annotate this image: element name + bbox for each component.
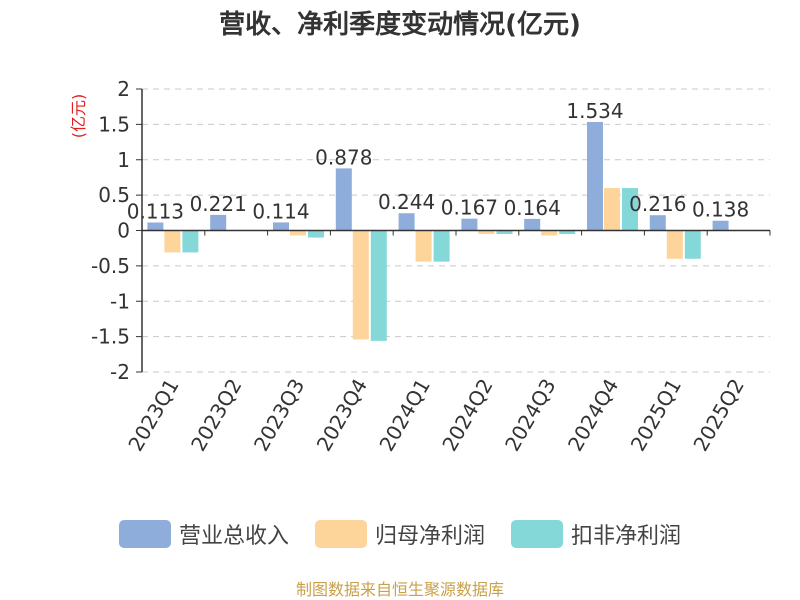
bar-1: [398, 213, 415, 231]
y-tick-label: 2: [117, 77, 130, 101]
x-tick-label: 2024Q1: [374, 375, 434, 456]
bar-2: [666, 230, 683, 259]
legend-item[interactable]: 归母净利润: [314, 518, 485, 550]
legend-label: 营业总收入: [178, 524, 289, 549]
bar-3: [370, 230, 387, 341]
bar-1: [147, 222, 164, 231]
x-tick-label: 2025Q1: [626, 375, 686, 456]
bar-2: [352, 230, 369, 340]
x-tick-label: 2023Q2: [186, 375, 246, 456]
y-tick-label: -1: [110, 289, 130, 313]
bar-2: [415, 230, 432, 262]
bar-1: [210, 214, 227, 231]
bar-3: [684, 230, 701, 259]
bar-2: [604, 188, 620, 231]
bar-chart: 2 1.5 1 0.5 0 -0.5 -1 -1.5 -2 (亿元) 0.113 0.221 0.114…: [69, 77, 771, 456]
legend-swatch: [118, 520, 171, 548]
data-label: 0.164: [504, 196, 561, 220]
x-tick-label: 2024Q4: [563, 375, 623, 456]
bar-1: [273, 222, 289, 231]
data-label: 1.534: [566, 99, 623, 123]
legend: 营业总收入 归母净利润 扣非净利润: [0, 518, 800, 550]
bar-2: [164, 230, 181, 253]
data-label: 0.244: [378, 190, 435, 214]
bar-3: [182, 230, 199, 253]
y-tick-label: -1.5: [91, 325, 130, 349]
source-note: 制图数据来自恒生聚源数据库: [295, 580, 504, 599]
bar-1: [524, 218, 541, 231]
bar-3: [622, 188, 638, 231]
bar-2: [290, 230, 306, 236]
x-tick-label: 2023Q1: [123, 375, 183, 456]
y-tick-label: 1: [117, 148, 130, 172]
bar-1: [461, 218, 478, 231]
x-tick-label: 2024Q3: [500, 375, 560, 456]
legend-label: 归母净利润: [374, 524, 485, 549]
legend-swatch: [314, 520, 367, 548]
data-label: 0.878: [315, 145, 372, 169]
data-label: 0.138: [692, 198, 749, 222]
chart-title: 营收、净利季度变动情况(亿元): [219, 10, 581, 40]
legend-label: 扣非净利润: [571, 524, 682, 549]
y-axis-unit-label: (亿元): [69, 94, 88, 139]
x-tick-label: 2025Q2: [688, 375, 748, 456]
bar-2: [478, 230, 495, 235]
y-tick-label: -2: [110, 360, 130, 384]
y-tick-label: 1.5: [98, 112, 130, 136]
y-tick-label: 0.5: [98, 183, 130, 207]
y-tick-label: -0.5: [91, 254, 130, 278]
bar-1: [335, 168, 352, 231]
bar-3: [308, 230, 324, 238]
y-tick-label: 0: [117, 219, 130, 243]
bar-3: [559, 230, 576, 235]
bar-3: [496, 230, 513, 235]
data-label: 0.216: [629, 192, 686, 216]
bar-3: [433, 230, 450, 262]
bar-1: [712, 220, 729, 231]
data-label: 0.113: [127, 200, 184, 224]
bar-1: [649, 215, 666, 231]
data-label: 0.167: [441, 196, 498, 220]
bar-2: [541, 230, 558, 236]
legend-item[interactable]: 营业总收入: [118, 518, 289, 550]
x-tick-label: 2023Q3: [249, 375, 309, 456]
x-tick-label: 2023Q4: [312, 375, 372, 456]
legend-item[interactable]: 扣非净利润: [511, 518, 681, 550]
bar-1: [587, 121, 603, 231]
data-label: 0.114: [252, 199, 309, 223]
x-tick-label: 2024Q2: [437, 375, 497, 456]
legend-swatch: [511, 520, 563, 548]
data-label: 0.221: [190, 192, 247, 216]
